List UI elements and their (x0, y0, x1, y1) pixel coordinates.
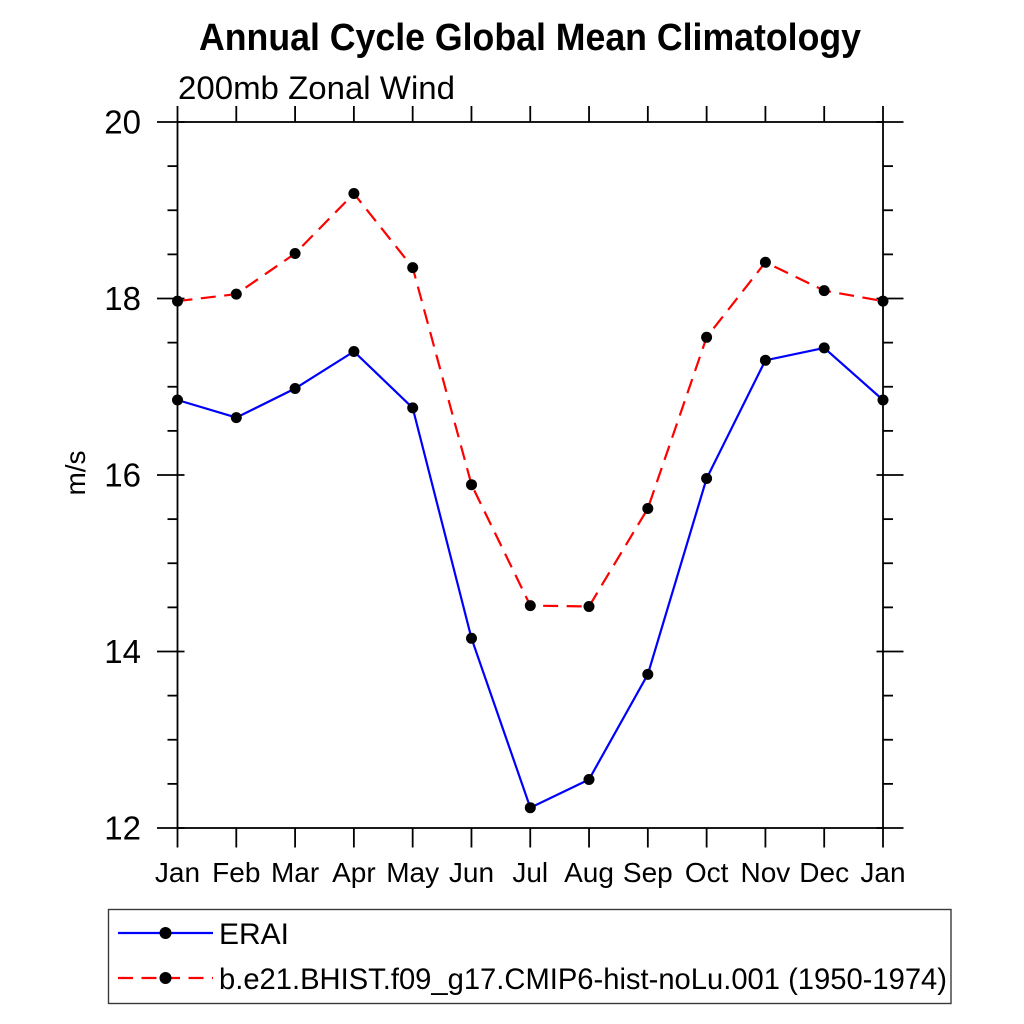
x-tick-label: May (386, 857, 439, 888)
legend-marker-erai-icon (159, 927, 172, 939)
x-tick-label: Oct (685, 857, 729, 888)
y-tick-label: 14 (104, 633, 141, 670)
chart-title: Annual Cycle Global Mean Climatology (199, 17, 861, 59)
y-tick-label: 12 (104, 810, 141, 847)
x-tick-label: Jan (860, 857, 905, 888)
data-point-marker (583, 774, 595, 785)
y-tick-label: 16 (104, 457, 141, 494)
data-point-marker (877, 394, 889, 406)
y-axis-unit-label: m/s (60, 450, 91, 495)
x-tick-label: Feb (212, 857, 260, 888)
x-tick-label: Apr (332, 857, 376, 888)
chart-subtitle: 200mb Zonal Wind (178, 70, 455, 106)
data-series (172, 188, 889, 814)
data-point-marker (818, 285, 830, 297)
legend-label-model: b.e21.BHIST.f09_g17.CMIP6-hist-noLu.001 … (219, 963, 947, 996)
data-point-marker (701, 473, 713, 484)
data-point-marker (466, 632, 477, 644)
x-tick-label: Sep (623, 857, 673, 888)
data-point-marker (348, 346, 360, 357)
x-tick-label: Jan (155, 857, 200, 888)
x-tick-label: Dec (799, 857, 849, 888)
data-point-marker (407, 402, 419, 414)
data-point-marker (524, 600, 536, 612)
data-point-marker (289, 383, 301, 394)
axis-ticks (157, 106, 904, 848)
x-tick-label: Jun (449, 857, 494, 888)
axis-tick-labels: Jan Feb Mar Apr May Jun Jul Aug Sep Oct Nov Dec Jan 1… (104, 104, 905, 889)
data-point-marker (818, 342, 830, 354)
data-point-marker (230, 288, 242, 300)
data-point-marker (466, 479, 477, 491)
data-point-marker (289, 248, 301, 259)
x-tick-label: Nov (741, 857, 791, 888)
y-tick-label: 18 (104, 280, 141, 317)
data-point-marker (348, 188, 360, 199)
legend-item-erai: ERAI (118, 918, 289, 951)
data-point-marker (642, 668, 654, 680)
data-point-marker (877, 295, 889, 307)
data-point-marker (407, 262, 419, 274)
data-point-marker (759, 256, 771, 268)
series-line-1 (177, 191, 884, 608)
data-point-marker (759, 354, 771, 366)
legend-box (107, 908, 952, 1005)
plot-frame (176, 121, 884, 829)
data-point-marker (524, 802, 536, 814)
y-tick-label: 20 (104, 104, 141, 141)
legend-marker-model-icon (159, 972, 172, 984)
data-point-marker (230, 412, 242, 424)
data-point-marker (172, 295, 183, 307)
x-tick-label: Mar (271, 857, 319, 888)
data-point-marker (583, 601, 595, 612)
data-point-marker (172, 394, 183, 406)
x-tick-label: Jul (512, 857, 548, 888)
x-tick-label: Aug (564, 857, 614, 888)
series-line-0 (177, 346, 884, 810)
data-point-marker (642, 503, 654, 514)
legend-item-model: b.e21.BHIST.f09_g17.CMIP6-hist-noLu.001 … (118, 963, 947, 996)
legend: ERAI b.e21.BHIST.f09_g17.CMIP6-hist-noLu… (107, 908, 952, 1005)
legend-label-erai: ERAI (219, 918, 289, 951)
data-point-marker (701, 331, 713, 343)
